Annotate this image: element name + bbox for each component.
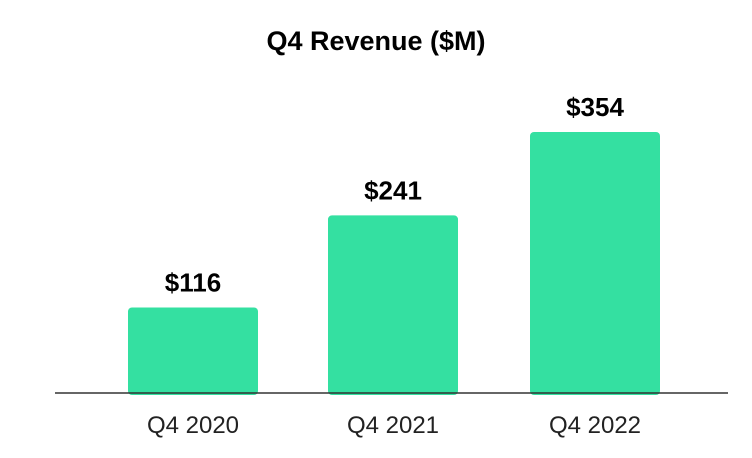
value-label: $354 — [566, 92, 624, 122]
value-label: $241 — [364, 175, 422, 205]
chart-title: Q4 Revenue ($M) — [266, 26, 486, 56]
bar-q4-2020 — [128, 307, 258, 395]
bar-q4-2021 — [328, 215, 458, 395]
value-label: $116 — [165, 267, 221, 297]
category-label: Q4 2021 — [347, 412, 439, 439]
category-label: Q4 2022 — [549, 412, 641, 439]
bar-q4-2022 — [530, 132, 660, 395]
category-label: Q4 2020 — [147, 412, 239, 439]
